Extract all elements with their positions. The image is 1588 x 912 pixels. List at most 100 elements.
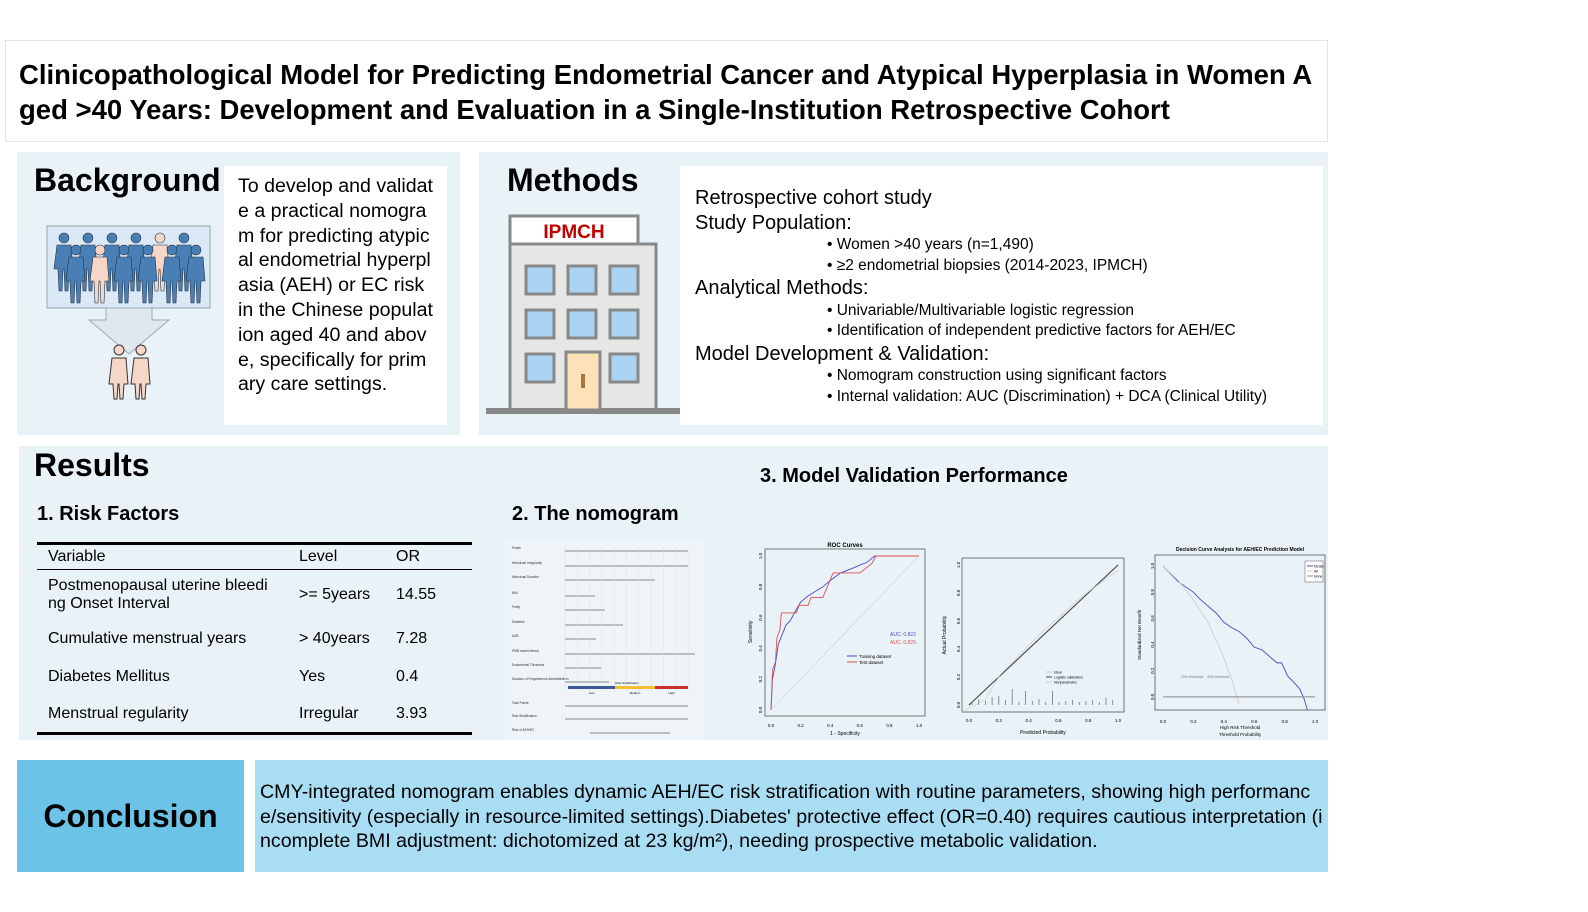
nomogram-row-label: Points <box>512 546 521 550</box>
nomogram-row-label: Risk Stratification <box>512 714 537 718</box>
y-tick-label: 0.2 <box>956 673 961 680</box>
background-text: To develop and validate a practical nomo… <box>224 166 447 425</box>
y-tick-label: 0.6 <box>956 617 961 624</box>
methods-heading: Methods <box>507 162 639 198</box>
legend-none: None <box>1314 575 1322 579</box>
y-tick-label: 0.6 <box>1150 615 1155 622</box>
risk-level-label: Low <box>589 691 595 695</box>
cell-level: Irregular <box>288 695 385 735</box>
calibration-ylabel: Actual Probability <box>942 615 948 654</box>
section-analytical-methods: Analytical Methods: • Univariable/Multiv… <box>695 276 1308 342</box>
x-tick-label: 0.2 <box>996 718 1003 723</box>
conclusion-heading: Conclusion <box>17 760 244 872</box>
y-tick-label: 1.0 <box>956 561 961 568</box>
nomogram-row-label: AUB <box>512 634 519 638</box>
x-tick-label: 1.0 <box>916 723 923 728</box>
person-head <box>130 232 142 244</box>
legend-nonparametric: Nonparametric <box>1054 681 1077 685</box>
cell-variable: Postmenopausal uterine bleeding Onset In… <box>48 576 268 612</box>
methods-text: Retrospective cohort study Study Populat… <box>680 166 1323 425</box>
x-tick-label: 0.2 <box>1190 719 1197 724</box>
risk-stratification-label: Risk Stratification <box>615 681 639 685</box>
y-tick-label: 0.6 <box>758 614 763 621</box>
calibration-xlabel: Predicted Probability <box>1020 730 1066 736</box>
section-model-development: Model Development & Validation: • Nomogr… <box>695 342 1308 408</box>
legend-logistic: Logistic calibration <box>1054 676 1083 680</box>
person-body <box>113 256 134 304</box>
y-tick-label: 0.4 <box>758 645 763 652</box>
person-body <box>185 256 206 304</box>
cell-variable: Cumulative menstrual years <box>48 629 247 647</box>
nomogram-row-label: Menstrual Duration <box>512 575 539 579</box>
legend-all: All <box>1314 570 1318 574</box>
roc-ylabel: Sensitivity <box>748 620 754 643</box>
person-head <box>190 244 202 256</box>
x-tick-label: 0.8 <box>1281 719 1288 724</box>
calibration-frame <box>961 557 1125 713</box>
person-head <box>178 232 190 244</box>
dca-xlabel: High Risk Threshold <box>1220 725 1261 730</box>
calibration-stats <box>981 570 993 620</box>
header-variable: Variable <box>37 542 288 570</box>
y-tick-label: 1.0 <box>758 552 763 559</box>
auc-test-label: AUC: 0.829 <box>890 640 916 646</box>
person-body <box>89 256 110 304</box>
cell-or: 0.4 <box>396 667 419 685</box>
series-model <box>1162 565 1308 711</box>
person-head <box>94 244 106 256</box>
nomogram-row-label: PMB onset interval <box>512 649 539 653</box>
legend-ideal: Ideal <box>1054 671 1062 675</box>
y-tick-label: 0.4 <box>1150 641 1155 648</box>
x-tick-label: 0.4 <box>827 723 834 728</box>
person-body <box>161 256 182 304</box>
calibration-chart: Predicted Probability Actual Probability… <box>942 557 1125 736</box>
x-tick-label: 0.0 <box>966 718 973 723</box>
y-tick-label: 0.8 <box>758 583 763 590</box>
table-row: Menstrual regularity Irregular 3.93 <box>37 695 472 735</box>
table-row: Diabetes Mellitus Yes 0.4 <box>37 658 472 696</box>
nomogram-row-label: Endometrial Thickness <box>512 663 545 667</box>
person-head <box>118 244 130 256</box>
roc-chart: ROC Curves 1 - Specificity Sensitivity A… <box>748 543 926 737</box>
cell-level: >= 5years <box>299 585 371 603</box>
nomogram-row-label: Risk of AEH/EC <box>512 728 535 732</box>
nomogram-row-label: Parity <box>512 605 521 609</box>
dca-frame <box>1154 554 1326 711</box>
roc-title: ROC Curves <box>827 543 863 549</box>
person-head <box>106 232 118 244</box>
series-test-dataset <box>770 555 919 711</box>
nomogram-figure: Points Menstrual Irregularity Menstrual Du… <box>505 540 705 740</box>
series-all <box>1162 565 1240 704</box>
risk-band-high <box>655 686 688 689</box>
nomogram-row-label: Total Points <box>512 701 529 705</box>
y-tick-label: 0.2 <box>758 676 763 683</box>
section-title: Study Population: <box>695 211 852 234</box>
risk-level-label: High <box>668 691 675 695</box>
x-tick-label: 0.2 <box>797 723 804 728</box>
section-study-population: Study Population: • Women >40 years (n=1… <box>695 211 1308 277</box>
nomogram-row-label: Diabetes <box>512 620 525 624</box>
poster-title: Clinicopathological Model for Predicting… <box>5 40 1328 142</box>
hospital-label: IPMCH <box>543 222 604 243</box>
x-tick-label: 0.0 <box>1160 719 1167 724</box>
x-tick-label: 0.8 <box>1085 718 1092 723</box>
background-heading: Background <box>34 162 221 198</box>
x-tick-label: 0.4 <box>1025 718 1032 723</box>
bullet-item: • Univariable/Multivariable logistic reg… <box>827 301 1134 319</box>
roc-frame <box>764 548 926 717</box>
dca-xlabel2: Threshold Probability <box>1219 732 1262 737</box>
y-tick-label: 1.0 <box>1150 562 1155 569</box>
risk-factors-table: Variable Level OR Postmenopausal uterine… <box>37 542 472 735</box>
validation-title: 3. Model Validation Performance <box>760 465 1068 487</box>
x-tick-label: 0.4 <box>1221 719 1228 724</box>
header-or: OR <box>385 542 472 570</box>
cell-variable: Menstrual regularity <box>37 695 288 735</box>
person-head <box>58 232 70 244</box>
person-head <box>142 244 154 256</box>
y-tick-label: 0.8 <box>956 589 961 596</box>
series-training-dataset <box>770 555 919 711</box>
dca-ylabel: Standardized Net Benefit <box>1137 609 1142 660</box>
cell-level: Yes <box>299 667 326 685</box>
nomogram-row-label: BMI <box>512 591 518 595</box>
nomogram-row-label: Menstrual Irregularity <box>512 561 542 565</box>
